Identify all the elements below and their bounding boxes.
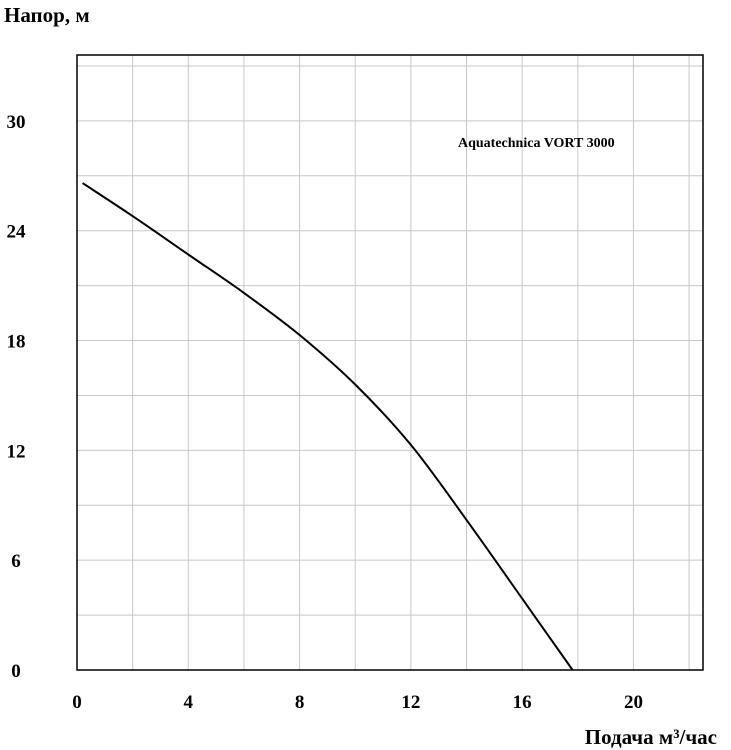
y-tick-label: 0 xyxy=(11,661,21,682)
plot-frame xyxy=(76,54,704,671)
tick-layer: 0 4 8 12 16 20 0 6 12 18 24 30 xyxy=(7,112,643,713)
y-tick-label: 30 xyxy=(7,112,26,133)
y-axis-title: Напор, м xyxy=(4,3,90,27)
y-tick-label: 24 xyxy=(7,222,27,243)
series-annotation: Aquatechnica VORT 3000 xyxy=(458,136,615,151)
series-line xyxy=(82,182,574,671)
y-tick-label: 12 xyxy=(7,441,26,462)
x-tick-label: 16 xyxy=(513,692,532,713)
x-tick-label: 0 xyxy=(72,692,82,713)
x-tick-label: 12 xyxy=(401,692,420,713)
series-layer xyxy=(82,182,574,671)
y-tick-label: 18 xyxy=(7,332,26,353)
x-tick-label: 4 xyxy=(184,692,194,713)
x-tick-label: 8 xyxy=(295,692,305,713)
x-tick-label: 20 xyxy=(624,692,643,713)
y-tick-label: 6 xyxy=(11,551,21,572)
x-axis-title: Подача м³/час xyxy=(585,725,717,749)
grid-layer xyxy=(77,55,703,670)
